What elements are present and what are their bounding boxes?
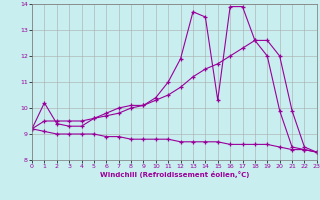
X-axis label: Windchill (Refroidissement éolien,°C): Windchill (Refroidissement éolien,°C) bbox=[100, 171, 249, 178]
